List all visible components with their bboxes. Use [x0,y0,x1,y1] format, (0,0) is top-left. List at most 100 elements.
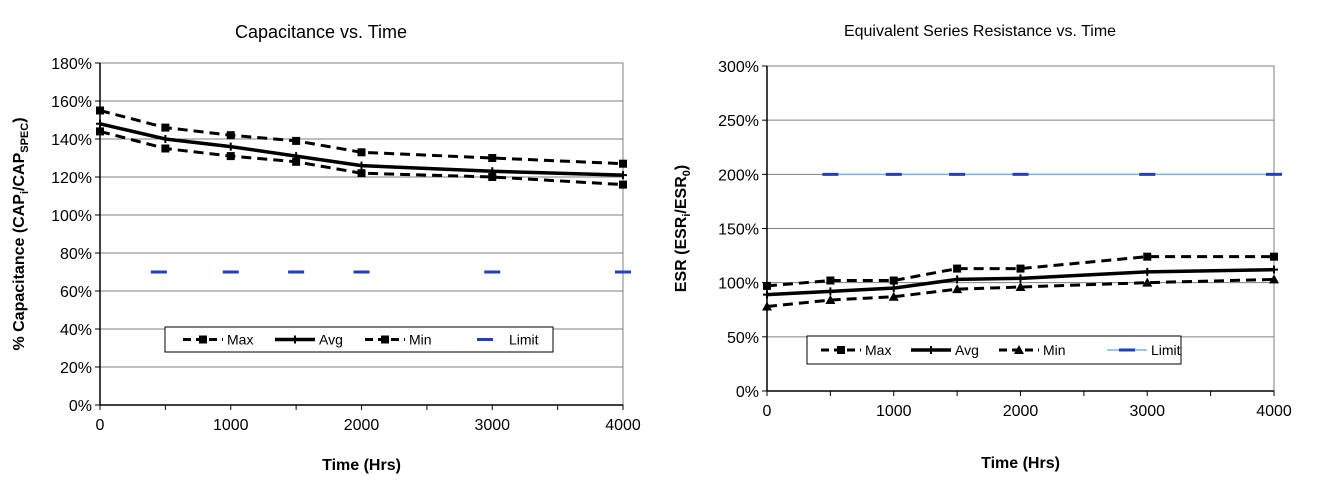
esr-series-min [762,274,1279,311]
cap-y-title-part: ) [11,117,28,122]
cap-y-tick-label: 80% [60,246,92,263]
esr-y-tick-label: 250% [718,113,759,130]
cap-point-min [357,169,366,178]
cap-x-tick-label: 2000 [344,417,380,434]
esr-point-max [953,264,962,273]
cap-point-min [619,180,627,189]
esr-point-avg [1016,274,1025,283]
cap-y-title-subscript: i [19,191,31,194]
cap-legend-box [164,326,554,353]
cap-point-min [292,157,301,166]
cap-y-axis-title: % Capacitance (CAPi/CAPSPEC) [11,117,31,350]
esr-legend-marker [927,346,935,354]
esr-chart: Equivalent Series Resistance vs. Time 0% 5… [650,0,1321,503]
esr-legend-label: Max [865,342,891,358]
esr-legend-marker [837,346,845,354]
esr-y-title-part: ) [673,165,690,170]
esr-y-title-subscript: i [681,214,693,217]
cap-series-max [96,106,627,168]
esr-point-avg [953,275,962,284]
esr-x-tick-label: 1000 [876,403,912,420]
esr-point-avg [1143,267,1152,276]
esr-legend-label: Avg [955,342,979,358]
esr-series-max [763,252,1278,290]
cap-series-min [96,127,627,189]
cap-y-title-part: /CAP [11,152,28,191]
esr-y-tick-label: 100% [718,276,759,293]
cap-legend-marker [381,335,389,344]
esr-point-min [1142,277,1153,287]
cap-legend-marker [291,335,299,344]
esr-point-max [1143,252,1152,261]
esr-series-avg [763,265,1278,299]
esr-point-avg [1270,265,1278,274]
esr-y-title-part: /ESR [673,176,690,214]
esr-chart-svg: Equivalent Series Resistance vs. Time 0% 5… [673,23,1292,472]
esr-legend-marker [1014,345,1024,354]
cap-y-tick-label: 120% [51,170,92,187]
cap-legend-label: Limit [509,332,539,348]
esr-x-tick-label: 3000 [1129,403,1165,420]
capacitance-chart: Capacitance vs. Time 0% 20% 40% 60% 80% 100% 12… [0,0,650,503]
esr-point-max [889,276,898,285]
cap-y-tick-label: 180% [51,56,92,73]
esr-point-min [1269,274,1279,284]
cap-plot-area [99,62,624,406]
cap-point-min [488,173,497,181]
cap-legend: Max Avg Min Limit [164,326,554,353]
cap-legend-label: Avg [319,332,343,348]
esr-chart-title: Equivalent Series Resistance vs. Time [844,23,1116,40]
esr-legend: Max Avg Min Limit [806,335,1182,365]
esr-x-axis-title: Time (Hrs) [981,455,1060,472]
cap-point-avg [96,119,104,128]
esr-y-title-part: ESR (ESR [673,216,690,292]
cap-point-max [292,136,301,145]
esr-point-max [826,276,835,285]
cap-legend-label: Min [409,332,432,348]
cap-y-tick-label: 100% [51,208,92,225]
cap-y-tick-label: 0% [69,398,92,415]
cap-y-tick-label: 160% [51,94,92,111]
cap-point-max [96,106,104,115]
esr-point-min [1015,282,1026,291]
cap-y-tick-label: 40% [60,322,92,339]
cap-point-max [619,159,627,168]
cap-x-axis-title: Time (Hrs) [322,457,401,474]
esr-y-axis-title: ESR (ESRi/ESR0) [673,165,693,292]
capacitance-chart-svg: Capacitance vs. Time 0% 20% 40% 60% 80% 100% 12… [11,22,641,474]
cap-y-tick-label: 20% [60,360,92,377]
esr-point-avg [763,290,771,299]
cap-point-max [357,148,366,157]
cap-y-title-part: % Capacitance (CAP [11,194,28,351]
esr-y-tick-label: 200% [718,167,759,184]
cap-point-avg [226,142,235,151]
esr-x-tick-label: 2000 [1003,403,1039,420]
esr-point-max [1016,264,1025,273]
cap-series-avg [96,119,627,180]
cap-point-max [226,131,235,140]
cap-x-tick-label: 4000 [605,417,641,434]
esr-y-tick-label: 50% [727,330,759,347]
cap-chart-title: Capacitance vs. Time [235,22,407,42]
cap-x-tick-label: 1000 [213,417,249,434]
esr-point-min [825,295,836,304]
cap-y-title-subscript: SPEC [19,123,31,153]
esr-point-max [1270,252,1278,261]
esr-point-min [762,301,772,311]
esr-y-title-subscript: 0 [681,170,693,176]
esr-point-avg [889,284,898,293]
cap-y-tick-label: 60% [60,284,92,301]
esr-y-tick-label: 300% [718,59,759,76]
cap-point-min [161,144,170,153]
esr-point-min [952,284,963,294]
cap-point-avg [161,135,170,143]
esr-point-min [888,291,899,301]
cap-x-tick-label: 3000 [474,417,510,434]
esr-legend-label: Min [1043,342,1066,358]
cap-x-tick-label: 0 [96,417,105,434]
esr-x-tick-label: 0 [763,403,772,420]
cap-y-tick-label: 140% [51,132,92,149]
esr-y-tick-label: 150% [718,222,759,239]
cap-point-max [161,123,170,132]
cap-point-min [226,152,235,161]
